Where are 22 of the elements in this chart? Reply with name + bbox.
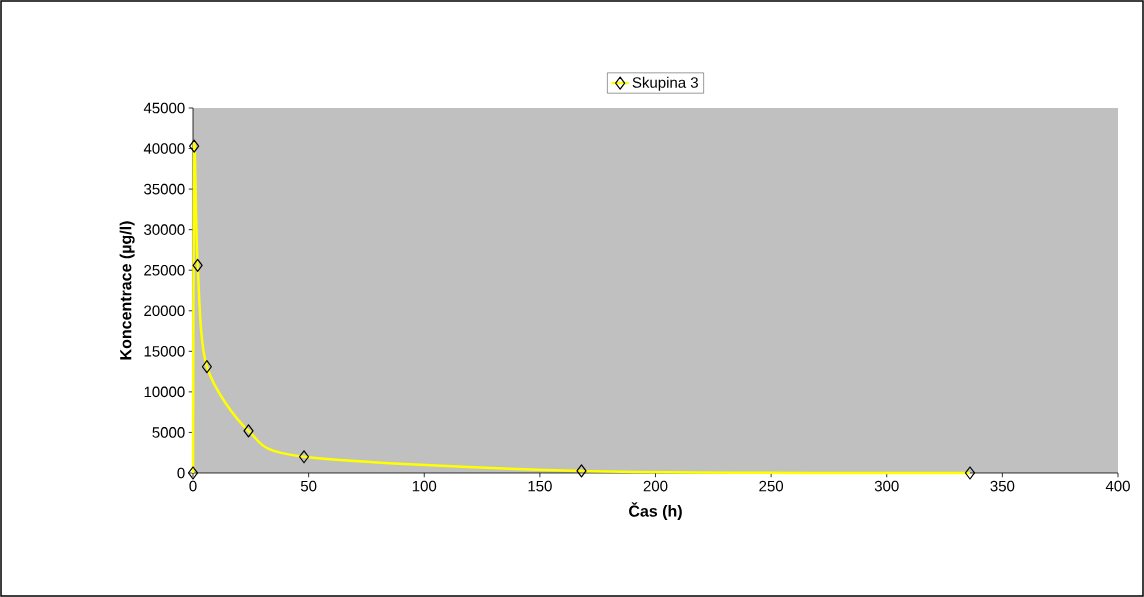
y-tick-label: 30000 (144, 224, 185, 235)
x-tick-label: 300 (874, 480, 899, 492)
y-tick-label: 35000 (144, 183, 185, 195)
y-tick-label: 0 (177, 467, 185, 479)
x-tick-label: 150 (528, 480, 552, 492)
x-axis-title: Čas (h) (629, 502, 682, 520)
x-tick-label: 50 (300, 480, 317, 492)
x-tick-label: 400 (1105, 480, 1130, 492)
x-tick-label: 200 (643, 480, 668, 492)
x-tick-label: 100 (412, 480, 437, 492)
y-tick-label: 15000 (144, 346, 185, 357)
y-tick-label: 45000 (143, 102, 185, 114)
legend-label: Skupina 3 (632, 76, 698, 91)
x-tick-label: 250 (759, 480, 784, 492)
y-tick-label: 40000 (143, 143, 185, 154)
y-tick-label: 25000 (144, 264, 185, 276)
x-tick-label: 0 (189, 480, 197, 492)
y-tick-label: 20000 (144, 305, 185, 317)
x-tick-label: 350 (990, 480, 1015, 492)
y-axis-title: Koncentrace (µg/l) (119, 221, 135, 360)
y-tick-label: 10000 (144, 386, 185, 398)
y-tick-label: 5000 (152, 427, 185, 438)
